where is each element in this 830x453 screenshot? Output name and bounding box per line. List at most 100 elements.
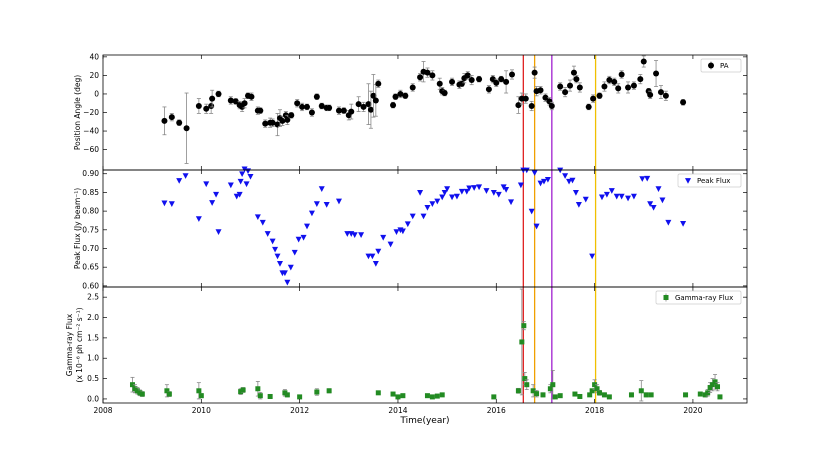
gamma-point-31 <box>522 376 528 382</box>
peak-point-20 <box>264 231 271 237</box>
pa-point-84 <box>570 69 577 76</box>
pa-point-74 <box>528 103 535 110</box>
peak-point-57 <box>434 198 441 205</box>
peak-point-82 <box>544 176 551 183</box>
peak-point-14 <box>241 166 248 173</box>
gamma-point-57 <box>707 385 713 391</box>
peak-point-85 <box>566 178 573 185</box>
pa-point-49 <box>402 92 409 99</box>
peak-point-43 <box>369 253 376 260</box>
pa-ytick-label-4: −40 <box>83 127 99 136</box>
pa-point-88 <box>590 95 597 102</box>
peak-point-38 <box>344 231 351 237</box>
peak-point-64 <box>463 188 470 195</box>
peak-ytick-label-2: 0.80 <box>82 207 99 216</box>
pa-point-97 <box>637 76 644 83</box>
peak-point-100 <box>647 201 654 207</box>
gamma-point-45 <box>594 386 600 392</box>
peak-point-87 <box>572 190 579 196</box>
gamma-point-58 <box>710 382 716 388</box>
xtick-label-2: 2012 <box>290 406 309 415</box>
peak-point-0 <box>161 200 168 207</box>
peak-point-62 <box>453 193 460 200</box>
pa-point-67 <box>493 79 500 86</box>
peak-point-50 <box>399 228 406 235</box>
pa-point-57 <box>441 90 448 97</box>
peak-point-105 <box>680 221 687 227</box>
pa-point-41 <box>365 101 372 108</box>
pa-point-34 <box>326 104 333 111</box>
gamma-point-32 <box>524 382 530 388</box>
pa-point-40 <box>360 103 367 110</box>
peak-point-77 <box>528 208 535 215</box>
peak-point-34 <box>313 201 320 207</box>
pa-point-1 <box>168 114 175 121</box>
peak-point-30 <box>295 236 302 243</box>
peak-point-9 <box>227 182 234 189</box>
gamma-point-25 <box>434 393 440 399</box>
pa-point-103 <box>662 92 669 99</box>
pa-point-42 <box>367 106 374 113</box>
pa-point-55 <box>436 80 443 87</box>
peak-point-13 <box>239 171 246 178</box>
gamma-point-33 <box>530 388 536 394</box>
gamma-legend-box <box>655 290 742 305</box>
pa-point-73 <box>522 95 529 102</box>
pa-legend-marker <box>708 62 714 69</box>
gamma-point-5 <box>164 388 170 394</box>
pa-point-10 <box>232 98 239 105</box>
peak-point-55 <box>424 204 431 211</box>
gamma-point-24 <box>429 394 435 400</box>
pa-point-5 <box>203 105 210 112</box>
peak-point-19 <box>259 219 266 226</box>
pa-point-79 <box>546 98 553 105</box>
gamma-point-51 <box>643 392 649 398</box>
pa-point-46 <box>390 102 397 109</box>
pa-point-102 <box>657 89 664 96</box>
xtick-label-1: 2010 <box>192 406 211 415</box>
peak-point-63 <box>458 188 465 195</box>
pa-legend-label: PA <box>720 62 729 70</box>
gamma-point-28 <box>515 388 521 394</box>
peak-point-32 <box>304 223 311 230</box>
pa-point-47 <box>392 93 399 100</box>
pa-point-36 <box>340 107 347 114</box>
pa-point-3 <box>183 125 190 132</box>
gamma-point-34 <box>534 391 540 397</box>
xtick-label-5: 2018 <box>585 406 604 415</box>
pa-point-90 <box>601 83 608 90</box>
peak-point-26 <box>281 270 288 277</box>
peak-point-47 <box>387 241 394 248</box>
peak-point-56 <box>429 201 436 207</box>
pa-ylabel: Position Angle (deg) <box>73 75 82 150</box>
xtick-label-4: 2016 <box>487 406 506 415</box>
xtick-label-6: 2020 <box>683 406 702 415</box>
peak-point-95 <box>618 193 625 200</box>
peak-point-73 <box>508 199 515 206</box>
pa-point-38 <box>348 108 355 115</box>
pa-point-78 <box>542 94 549 101</box>
xtick-label-0: 2008 <box>93 406 112 415</box>
peak-point-4 <box>195 216 202 222</box>
gamma-point-23 <box>424 393 430 399</box>
pa-point-91 <box>606 77 613 84</box>
gamma-point-17 <box>314 389 320 395</box>
peak-point-102 <box>655 186 662 192</box>
pa-point-35 <box>335 107 342 114</box>
peak-point-59 <box>441 190 448 196</box>
peak-point-52 <box>409 213 416 220</box>
gamma-point-48 <box>606 394 612 400</box>
gamma-point-46 <box>597 390 603 396</box>
peak-ytick-label-0: 0.90 <box>82 169 99 178</box>
gamma-point-4 <box>139 391 145 397</box>
peak-ytick-label-5: 0.65 <box>82 263 99 272</box>
peak-legend-label: Peak Flux <box>697 177 730 185</box>
gamma-point-11 <box>255 386 261 392</box>
peak-point-97 <box>630 193 637 200</box>
pa-point-62 <box>464 72 471 79</box>
peak-point-96 <box>625 195 632 202</box>
pa-point-95 <box>625 84 632 91</box>
peak-point-3 <box>182 173 189 179</box>
pa-point-81 <box>557 83 564 90</box>
